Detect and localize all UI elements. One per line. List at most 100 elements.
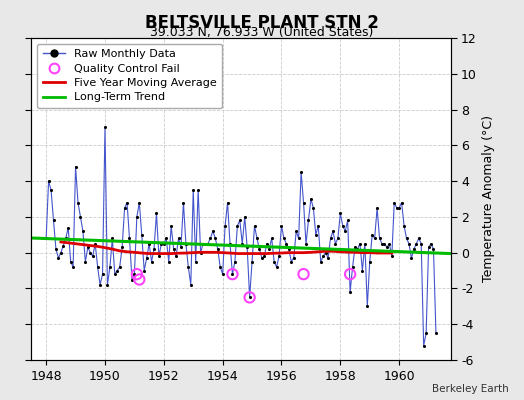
- Point: [233, 223, 242, 229]
- Point: [363, 303, 372, 310]
- Point: [111, 271, 119, 277]
- Point: [405, 240, 413, 247]
- Point: [133, 214, 141, 220]
- Point: [424, 244, 433, 250]
- Point: [167, 223, 176, 229]
- Point: [177, 244, 185, 250]
- Point: [219, 271, 227, 277]
- Point: [223, 199, 232, 206]
- Point: [128, 276, 136, 283]
- Point: [366, 258, 374, 265]
- Point: [71, 164, 80, 170]
- Point: [169, 246, 178, 252]
- Point: [304, 217, 313, 224]
- Point: [69, 264, 78, 270]
- Point: [356, 240, 364, 247]
- Point: [353, 246, 362, 252]
- Point: [331, 240, 340, 247]
- Point: [280, 235, 288, 242]
- Point: [324, 255, 332, 261]
- Point: [121, 205, 129, 211]
- Point: [388, 253, 396, 260]
- Point: [115, 264, 124, 270]
- Point: [241, 214, 249, 220]
- Point: [427, 240, 435, 247]
- Point: [420, 342, 428, 349]
- Point: [49, 217, 58, 224]
- Point: [150, 246, 158, 252]
- Point: [407, 255, 416, 261]
- Point: [118, 244, 126, 250]
- Point: [417, 240, 425, 247]
- Point: [395, 205, 403, 211]
- Point: [214, 246, 222, 252]
- Point: [231, 258, 239, 265]
- Point: [248, 258, 256, 265]
- Point: [216, 264, 224, 270]
- Point: [385, 240, 394, 247]
- Point: [206, 235, 215, 242]
- Point: [341, 228, 350, 234]
- Point: [89, 253, 97, 260]
- Point: [187, 282, 195, 288]
- Point: [54, 255, 62, 261]
- Text: Berkeley Earth: Berkeley Earth: [432, 384, 508, 394]
- Point: [191, 258, 200, 265]
- Point: [42, 235, 50, 242]
- Point: [368, 232, 376, 238]
- Point: [358, 267, 367, 274]
- Point: [59, 242, 68, 249]
- Point: [402, 235, 411, 242]
- Point: [91, 240, 100, 247]
- Point: [302, 240, 310, 247]
- Point: [135, 276, 144, 283]
- Point: [429, 246, 438, 252]
- Point: [174, 235, 183, 242]
- Point: [290, 255, 298, 261]
- Point: [103, 282, 112, 288]
- Point: [86, 250, 94, 256]
- Point: [236, 217, 244, 224]
- Point: [93, 264, 102, 270]
- Point: [143, 255, 151, 261]
- Legend: Raw Monthly Data, Quality Control Fail, Five Year Moving Average, Long-Term Tren: Raw Monthly Data, Quality Control Fail, …: [37, 44, 222, 108]
- Point: [294, 235, 303, 242]
- Point: [410, 246, 418, 252]
- Point: [383, 244, 391, 250]
- Point: [282, 240, 291, 247]
- Point: [245, 294, 254, 300]
- Point: [194, 187, 202, 193]
- Point: [258, 255, 266, 261]
- Point: [140, 267, 148, 274]
- Point: [138, 232, 146, 238]
- Point: [211, 235, 220, 242]
- Point: [275, 253, 283, 260]
- Point: [265, 246, 274, 252]
- Point: [228, 271, 237, 277]
- Point: [285, 246, 293, 252]
- Point: [96, 282, 104, 288]
- Point: [292, 228, 300, 234]
- Point: [64, 224, 72, 231]
- Point: [209, 228, 217, 234]
- Point: [243, 244, 252, 250]
- Point: [412, 240, 420, 247]
- Point: [106, 264, 114, 270]
- Point: [77, 214, 85, 220]
- Point: [326, 235, 335, 242]
- Point: [184, 264, 192, 270]
- Point: [344, 217, 352, 224]
- Point: [373, 205, 381, 211]
- Point: [84, 244, 92, 250]
- Point: [336, 210, 344, 216]
- Point: [62, 235, 70, 242]
- Point: [297, 169, 305, 175]
- Point: [319, 253, 328, 260]
- Point: [196, 250, 205, 256]
- Point: [79, 228, 87, 234]
- Point: [432, 330, 440, 336]
- Point: [81, 258, 90, 265]
- Point: [204, 240, 212, 247]
- Point: [147, 258, 156, 265]
- Point: [309, 205, 318, 211]
